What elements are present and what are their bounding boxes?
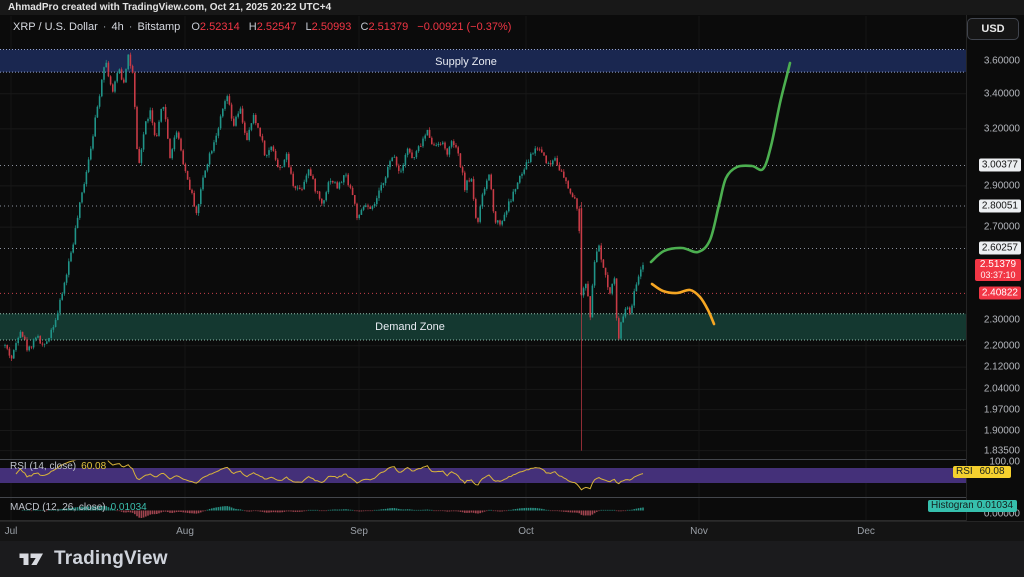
- symbol-name: XRP / U.S. Dollar: [13, 21, 98, 33]
- bearish-projection-line[interactable]: [650, 282, 716, 326]
- price-tick-label: 2.70000: [983, 221, 1020, 233]
- close-value: 2.51379: [368, 21, 409, 33]
- month-label-aug: Aug: [176, 526, 194, 537]
- last-price-badge: 2.51379 03:37:10: [975, 258, 1021, 281]
- price-axis[interactable]: 100.00 0.00000 2.51379 03:37:10 2.40822 …: [966, 15, 1024, 521]
- macd-histogram: [21, 505, 644, 518]
- open-value: 2.52314: [199, 21, 240, 33]
- price-tick-label: 3.60000: [983, 55, 1020, 67]
- price-level-badge: 2.80051: [978, 199, 1021, 213]
- rsi-pane: [0, 460, 966, 491]
- supply-demand-zones: [0, 49, 966, 341]
- currency-toggle-button[interactable]: USD: [967, 18, 1019, 40]
- month-label-nov: Nov: [690, 526, 708, 537]
- demand-zone-label[interactable]: Demand Zone: [375, 321, 445, 333]
- bullish-projection-line[interactable]: [649, 61, 792, 264]
- macd-title: MACD (12, 26, close): [10, 502, 106, 513]
- rsi-scale-top: 100.00: [989, 456, 1020, 468]
- rsi-legend: RSI (14, close) 60.08: [10, 461, 106, 472]
- month-label-dec: Dec: [857, 526, 875, 537]
- exchange-label: Bitstamp: [137, 21, 181, 33]
- high-value: 2.52547: [256, 21, 297, 33]
- tradingview-logo-icon[interactable]: [18, 549, 45, 569]
- rsi-value: 60.08: [81, 461, 107, 472]
- attribution-bar: AhmadPro created with TradingView.com, O…: [0, 0, 1024, 15]
- symbol-legend: XRP / U.S. Dollar · 4h · Bitstamp O2.52314…: [13, 21, 512, 33]
- timeframe-label: 4h: [111, 21, 124, 33]
- rsi-axis-value-badge: 60.08: [973, 466, 1011, 478]
- close-label: C: [360, 21, 369, 33]
- month-label-jul: Jul: [4, 526, 18, 537]
- low-label: L: [305, 21, 312, 33]
- projection-drawings: [649, 61, 792, 326]
- macd-histogram-badge: Histogram: [928, 500, 980, 512]
- time-axis[interactable]: Jul Aug Sep Oct Nov Dec: [0, 521, 1024, 542]
- low-value: 2.50993: [311, 21, 352, 33]
- price-level-badge: 2.60257: [978, 241, 1021, 255]
- price-tick-label: 2.90000: [983, 180, 1020, 192]
- last-price-value: 2.51379: [979, 258, 1017, 270]
- price-tick-label: 2.04000: [983, 383, 1020, 395]
- high-label: H: [248, 21, 257, 33]
- macd-axis-value-badge: 0.01034: [973, 500, 1017, 512]
- attribution-text: AhmadPro created with TradingView.com, O…: [8, 2, 332, 13]
- rsi-title: RSI (14, close): [10, 461, 77, 472]
- price-tick-label: 3.40000: [983, 88, 1020, 100]
- macd-legend: MACD (12, 26, close) 0.01034: [10, 502, 147, 513]
- price-tick-label: 3.20000: [983, 123, 1020, 135]
- price-tick-label: 1.83500: [983, 445, 1020, 457]
- tradingview-wordmark[interactable]: TradingView: [54, 548, 168, 569]
- price-level-badge: 3.00377: [978, 158, 1021, 172]
- price-chart-canvas[interactable]: [0, 0, 966, 521]
- pane-separators: [0, 459, 966, 521]
- rsi-axis-badge: RSI: [953, 466, 976, 478]
- price-tick-label: 2.12000: [983, 361, 1020, 373]
- price-tick-label: 1.97000: [983, 404, 1020, 416]
- macd-scale-zero: 0.00000: [983, 508, 1020, 519]
- price-tick-label: 1.90000: [983, 425, 1020, 437]
- alert-price-badge: 2.40822: [978, 286, 1021, 300]
- month-label-sep: Sep: [350, 526, 368, 537]
- supply-zone[interactable]: [0, 49, 966, 73]
- macd-value: 0.01034: [110, 502, 147, 513]
- footer-bar: TradingView: [0, 541, 1024, 577]
- rsi-line: [15, 460, 644, 491]
- price-level-lines: [0, 164, 966, 294]
- open-label: O: [191, 21, 200, 33]
- bar-countdown: 03:37:10: [980, 269, 1016, 280]
- month-label-oct: Oct: [518, 526, 534, 537]
- gridlines: [0, 16, 966, 520]
- price-tick-label: 2.20000: [983, 340, 1020, 352]
- candles-layer: [4, 52, 644, 451]
- change-value: −0.00921 (−0.37%): [417, 21, 512, 33]
- supply-zone-label[interactable]: Supply Zone: [435, 56, 497, 68]
- demand-zone[interactable]: [0, 313, 966, 340]
- price-tick-label: 2.30000: [983, 314, 1020, 326]
